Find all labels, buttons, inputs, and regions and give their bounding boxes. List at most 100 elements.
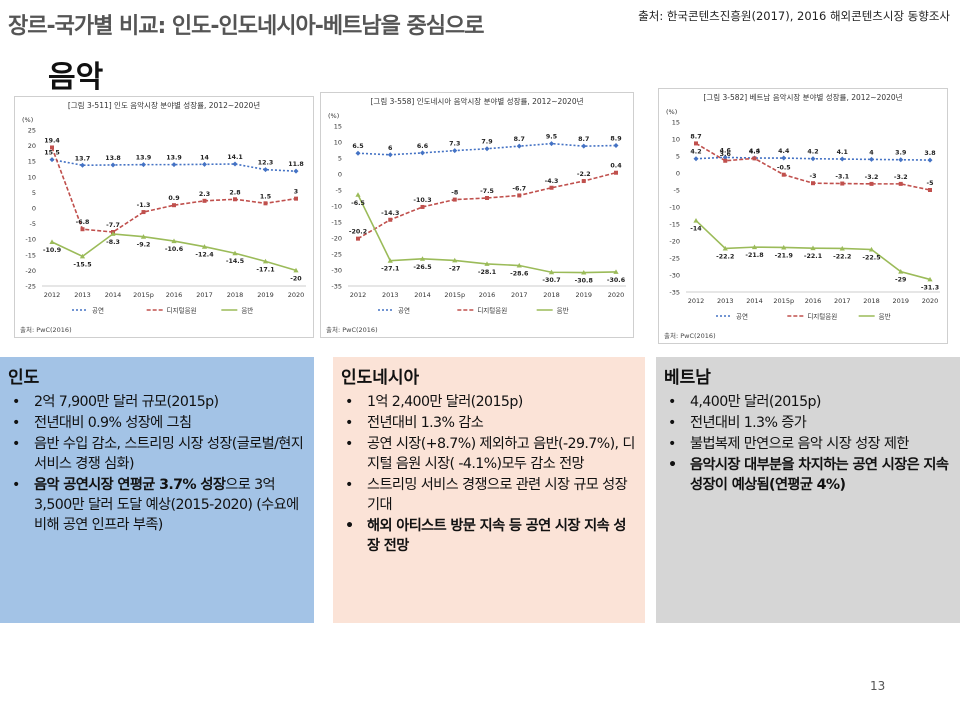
- data-label: -10.9: [43, 247, 61, 254]
- list-item: 4,400만 달러(2015p): [664, 392, 952, 412]
- y-tick-label: -25: [331, 251, 342, 259]
- list-item: 스트리밍 서비스 경쟁으로 관련 시장 규모 성장 기대: [341, 475, 637, 515]
- data-point: [840, 181, 845, 186]
- data-label: 0.4: [610, 163, 622, 170]
- data-point: [839, 156, 845, 162]
- x-tick-label: 2015p: [773, 297, 794, 305]
- box-indonesia-title: 인도네시아: [341, 368, 420, 388]
- y-tick-label: -5: [674, 187, 680, 195]
- data-label: -10.6: [165, 246, 184, 253]
- data-label: 7.9: [481, 139, 492, 146]
- list-item: 전년대비 1.3% 감소: [341, 413, 637, 433]
- data-point: [80, 162, 85, 168]
- data-label: 8.7: [690, 133, 701, 140]
- y-tick-label: -15: [669, 221, 680, 229]
- x-tick-label: 2016: [479, 291, 496, 299]
- data-point: [614, 170, 618, 175]
- data-label: 7.3: [449, 141, 460, 148]
- y-tick-label: 10: [672, 136, 680, 144]
- y-tick-label: -30: [331, 267, 342, 275]
- data-point: [294, 196, 298, 201]
- data-label: 11.8: [288, 161, 304, 168]
- chart-source: 출처: PwC(2016): [664, 331, 716, 340]
- x-tick-label: 2014: [746, 297, 763, 305]
- data-point: [781, 244, 787, 250]
- data-point: [355, 192, 361, 197]
- data-label: 3: [294, 189, 298, 196]
- legend-label: 공연: [736, 313, 748, 321]
- chart-vietnam: [그림 3-582] 베트남 음악시장 분야별 성장률, 2012~2020년 (…: [658, 88, 948, 344]
- x-tick-label: 2020: [608, 291, 625, 299]
- x-tick-label: 2015p: [444, 291, 465, 299]
- box-vietnam-title: 베트남: [664, 368, 711, 388]
- data-label: 15.5: [44, 150, 60, 157]
- data-point: [201, 244, 208, 249]
- data-label: -28.6: [510, 271, 529, 278]
- data-point: [516, 143, 522, 149]
- data-point: [356, 236, 360, 241]
- data-label: 4.6: [720, 147, 732, 154]
- data-label: 6.5: [352, 143, 363, 150]
- data-label: -14: [690, 226, 702, 233]
- x-tick-label: 2014: [414, 291, 431, 299]
- data-point: [581, 143, 587, 149]
- data-point: [781, 172, 786, 177]
- data-point: [452, 148, 458, 154]
- section-title: 음악: [48, 60, 104, 95]
- list-item-bold: 음악 공연시장 연평균 3.7% 성장: [34, 477, 226, 493]
- data-label: -14.3: [381, 210, 399, 217]
- legend-label: 디지털음원: [167, 306, 197, 315]
- data-label: -21.8: [745, 252, 763, 259]
- data-label: 4.4: [778, 148, 790, 155]
- data-point: [723, 158, 728, 163]
- box-india: 인도 2억 7,900만 달러 규모(2015p) 전년대비 0.9% 성장에 …: [0, 357, 314, 623]
- data-point: [49, 157, 55, 163]
- list-item: 음반 수입 감소, 스트리밍 시장 성장(글로벌/현지 서비스 경쟁 심화): [8, 434, 306, 474]
- x-tick-label: 2012: [688, 297, 705, 305]
- data-point: [452, 257, 458, 263]
- x-tick-label: 2017: [834, 297, 851, 305]
- data-point: [233, 197, 237, 202]
- data-label: -7.7: [106, 222, 120, 229]
- series-line-1: [357, 171, 617, 240]
- data-point: [694, 141, 698, 146]
- y-tick-label: -10: [331, 203, 342, 211]
- legend-label: 디지털음원: [477, 306, 507, 315]
- data-point: [232, 161, 238, 167]
- y-tick-label: 25: [28, 127, 36, 135]
- data-point: [693, 218, 699, 223]
- data-point: [110, 162, 116, 168]
- data-label: -22.2: [833, 253, 851, 260]
- data-point: [613, 143, 619, 149]
- data-label: -22.1: [804, 253, 822, 260]
- data-label: 4.2: [807, 149, 818, 156]
- data-point: [202, 161, 207, 167]
- data-label: -4.3: [545, 178, 559, 185]
- data-label: 0.9: [168, 195, 179, 202]
- data-label: -30.8: [575, 278, 593, 285]
- list-item-bold: 해외 아티스트 방문 지속 등 공연 시장 지속 성장 전망: [341, 516, 637, 556]
- data-point: [387, 152, 393, 158]
- box-indonesia: 인도네시아 1억 2,400만 달러(2015p) 전년대비 1.3% 감소 공…: [333, 357, 645, 623]
- data-point: [927, 276, 933, 282]
- chart-indonesia-svg: [그림 3-558] 인도네시아 음악시장 분야별 성장률, 2012~2020…: [320, 92, 634, 338]
- chart-source: 출처: PwC(2016): [20, 325, 72, 334]
- y-tick-label: -20: [25, 267, 36, 275]
- y-tick-label: -20: [669, 238, 680, 246]
- chart-frame: [658, 88, 948, 344]
- box-vietnam-list: 4,400만 달러(2015p) 전년대비 1.3% 증가 불법복제 만연으로 …: [664, 392, 952, 495]
- data-point: [548, 269, 555, 275]
- data-label: -8.3: [106, 239, 120, 246]
- data-label: 2.8: [229, 189, 240, 196]
- y-tick-label: -35: [669, 289, 680, 297]
- data-point: [549, 185, 554, 190]
- legend-label: 공연: [92, 307, 104, 315]
- data-label: 4.3: [749, 148, 760, 155]
- y-tick-label: 10: [334, 139, 342, 147]
- x-tick-label: 2014: [105, 291, 122, 299]
- data-point: [484, 261, 490, 266]
- page-number: 13: [870, 679, 886, 693]
- data-label: 4: [869, 149, 874, 156]
- y-tick-label: 5: [676, 153, 680, 161]
- data-label: -9.2: [137, 242, 151, 249]
